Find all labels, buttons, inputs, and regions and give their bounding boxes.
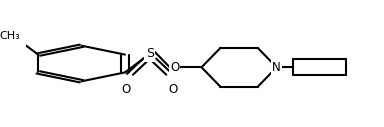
Text: O: O: [170, 61, 179, 74]
Text: O: O: [168, 83, 177, 96]
Text: O: O: [122, 83, 131, 96]
Text: N: N: [272, 61, 281, 74]
Text: CH₃: CH₃: [0, 31, 20, 41]
Text: S: S: [146, 47, 154, 60]
